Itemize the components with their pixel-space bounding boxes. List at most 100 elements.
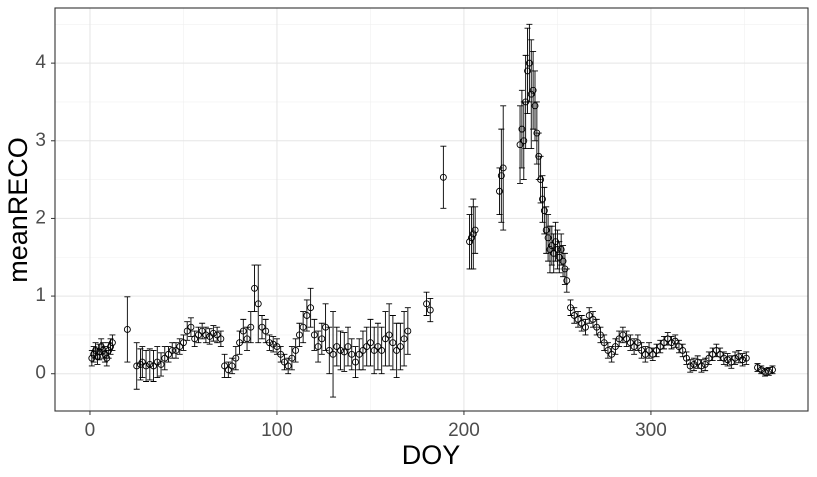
- error-bar: [698, 359, 705, 373]
- error-bar: [586, 307, 593, 324]
- point: [716, 350, 724, 358]
- point: [146, 360, 154, 368]
- point: [333, 343, 341, 351]
- point: [209, 329, 217, 337]
- point: [544, 234, 552, 242]
- error-bar: [634, 334, 641, 351]
- error-bar: [582, 318, 589, 336]
- point: [165, 350, 172, 358]
- point: [292, 346, 300, 354]
- x-axis-title: DOY: [402, 440, 461, 470]
- point: [310, 331, 318, 339]
- point: [352, 358, 359, 366]
- point: [194, 331, 202, 339]
- error-bar: [668, 336, 675, 350]
- error-bar: [311, 318, 318, 351]
- error-bar: [139, 346, 146, 379]
- point: [630, 343, 638, 351]
- point: [466, 238, 474, 246]
- error-bar: [631, 338, 638, 355]
- point: [697, 362, 705, 370]
- error-bar: [217, 330, 224, 348]
- point: [469, 230, 477, 238]
- error-bar: [172, 342, 179, 359]
- error-bar: [109, 334, 116, 351]
- point: [247, 323, 255, 331]
- error-bar: [623, 330, 630, 348]
- point: [467, 234, 475, 242]
- error-bar: [348, 338, 355, 371]
- x-tick-label: 100: [261, 420, 293, 441]
- error-bar: [709, 347, 716, 361]
- point: [314, 343, 322, 351]
- y-tick-label: 3: [35, 130, 46, 151]
- error-bar: [423, 291, 430, 316]
- point: [705, 354, 713, 362]
- error-bar: [571, 307, 578, 324]
- point: [542, 226, 550, 234]
- point: [615, 335, 623, 343]
- point: [374, 343, 382, 351]
- error-bar: [150, 349, 157, 382]
- error-bar: [146, 348, 153, 381]
- point: [254, 300, 262, 308]
- point: [524, 67, 531, 75]
- error-bar: [288, 346, 295, 371]
- error-bar: [191, 330, 198, 348]
- point: [664, 335, 672, 343]
- point: [258, 323, 266, 331]
- error-bar: [397, 322, 404, 371]
- point: [761, 368, 769, 376]
- error-bar: [743, 351, 750, 365]
- point: [232, 354, 240, 362]
- point: [649, 350, 657, 358]
- point: [638, 346, 646, 354]
- point: [555, 253, 563, 261]
- error-bar: [374, 322, 381, 371]
- error-bar: [199, 322, 206, 340]
- point: [198, 327, 206, 335]
- point: [578, 319, 586, 327]
- point: [295, 331, 303, 339]
- error-bar: [575, 311, 582, 328]
- point: [537, 176, 545, 184]
- point: [363, 343, 371, 351]
- y-axis-title: meanRECO: [3, 137, 33, 283]
- point: [180, 339, 187, 347]
- point: [400, 335, 408, 343]
- error-bar: [270, 336, 277, 353]
- error-bar: [608, 346, 615, 363]
- point: [626, 339, 634, 347]
- error-bar: [318, 322, 325, 355]
- error-bar: [612, 338, 619, 355]
- point: [757, 366, 765, 374]
- error-bar: [717, 347, 724, 361]
- error-bar: [690, 357, 697, 372]
- point: [641, 350, 649, 358]
- point: [548, 242, 556, 250]
- error-bar: [206, 328, 213, 345]
- error-bar: [158, 352, 165, 377]
- point: [525, 59, 533, 67]
- point: [694, 358, 702, 366]
- error-bar: [352, 346, 359, 379]
- point: [497, 172, 505, 180]
- error-bar: [720, 351, 727, 365]
- error-bar: [292, 338, 299, 363]
- error-bar: [337, 330, 344, 371]
- point: [604, 346, 612, 354]
- error-bar: [255, 264, 262, 344]
- error-bar: [386, 303, 393, 367]
- point: [690, 360, 698, 368]
- error-bar: [184, 321, 191, 341]
- point: [325, 346, 333, 354]
- error-bar: [601, 334, 608, 351]
- error-bar: [367, 318, 374, 367]
- point: [683, 354, 690, 362]
- point: [531, 102, 539, 110]
- error-bar: [642, 346, 649, 363]
- point: [370, 346, 378, 354]
- error-bar: [382, 311, 389, 367]
- error-bar: [593, 318, 600, 336]
- error-bar: [333, 326, 340, 367]
